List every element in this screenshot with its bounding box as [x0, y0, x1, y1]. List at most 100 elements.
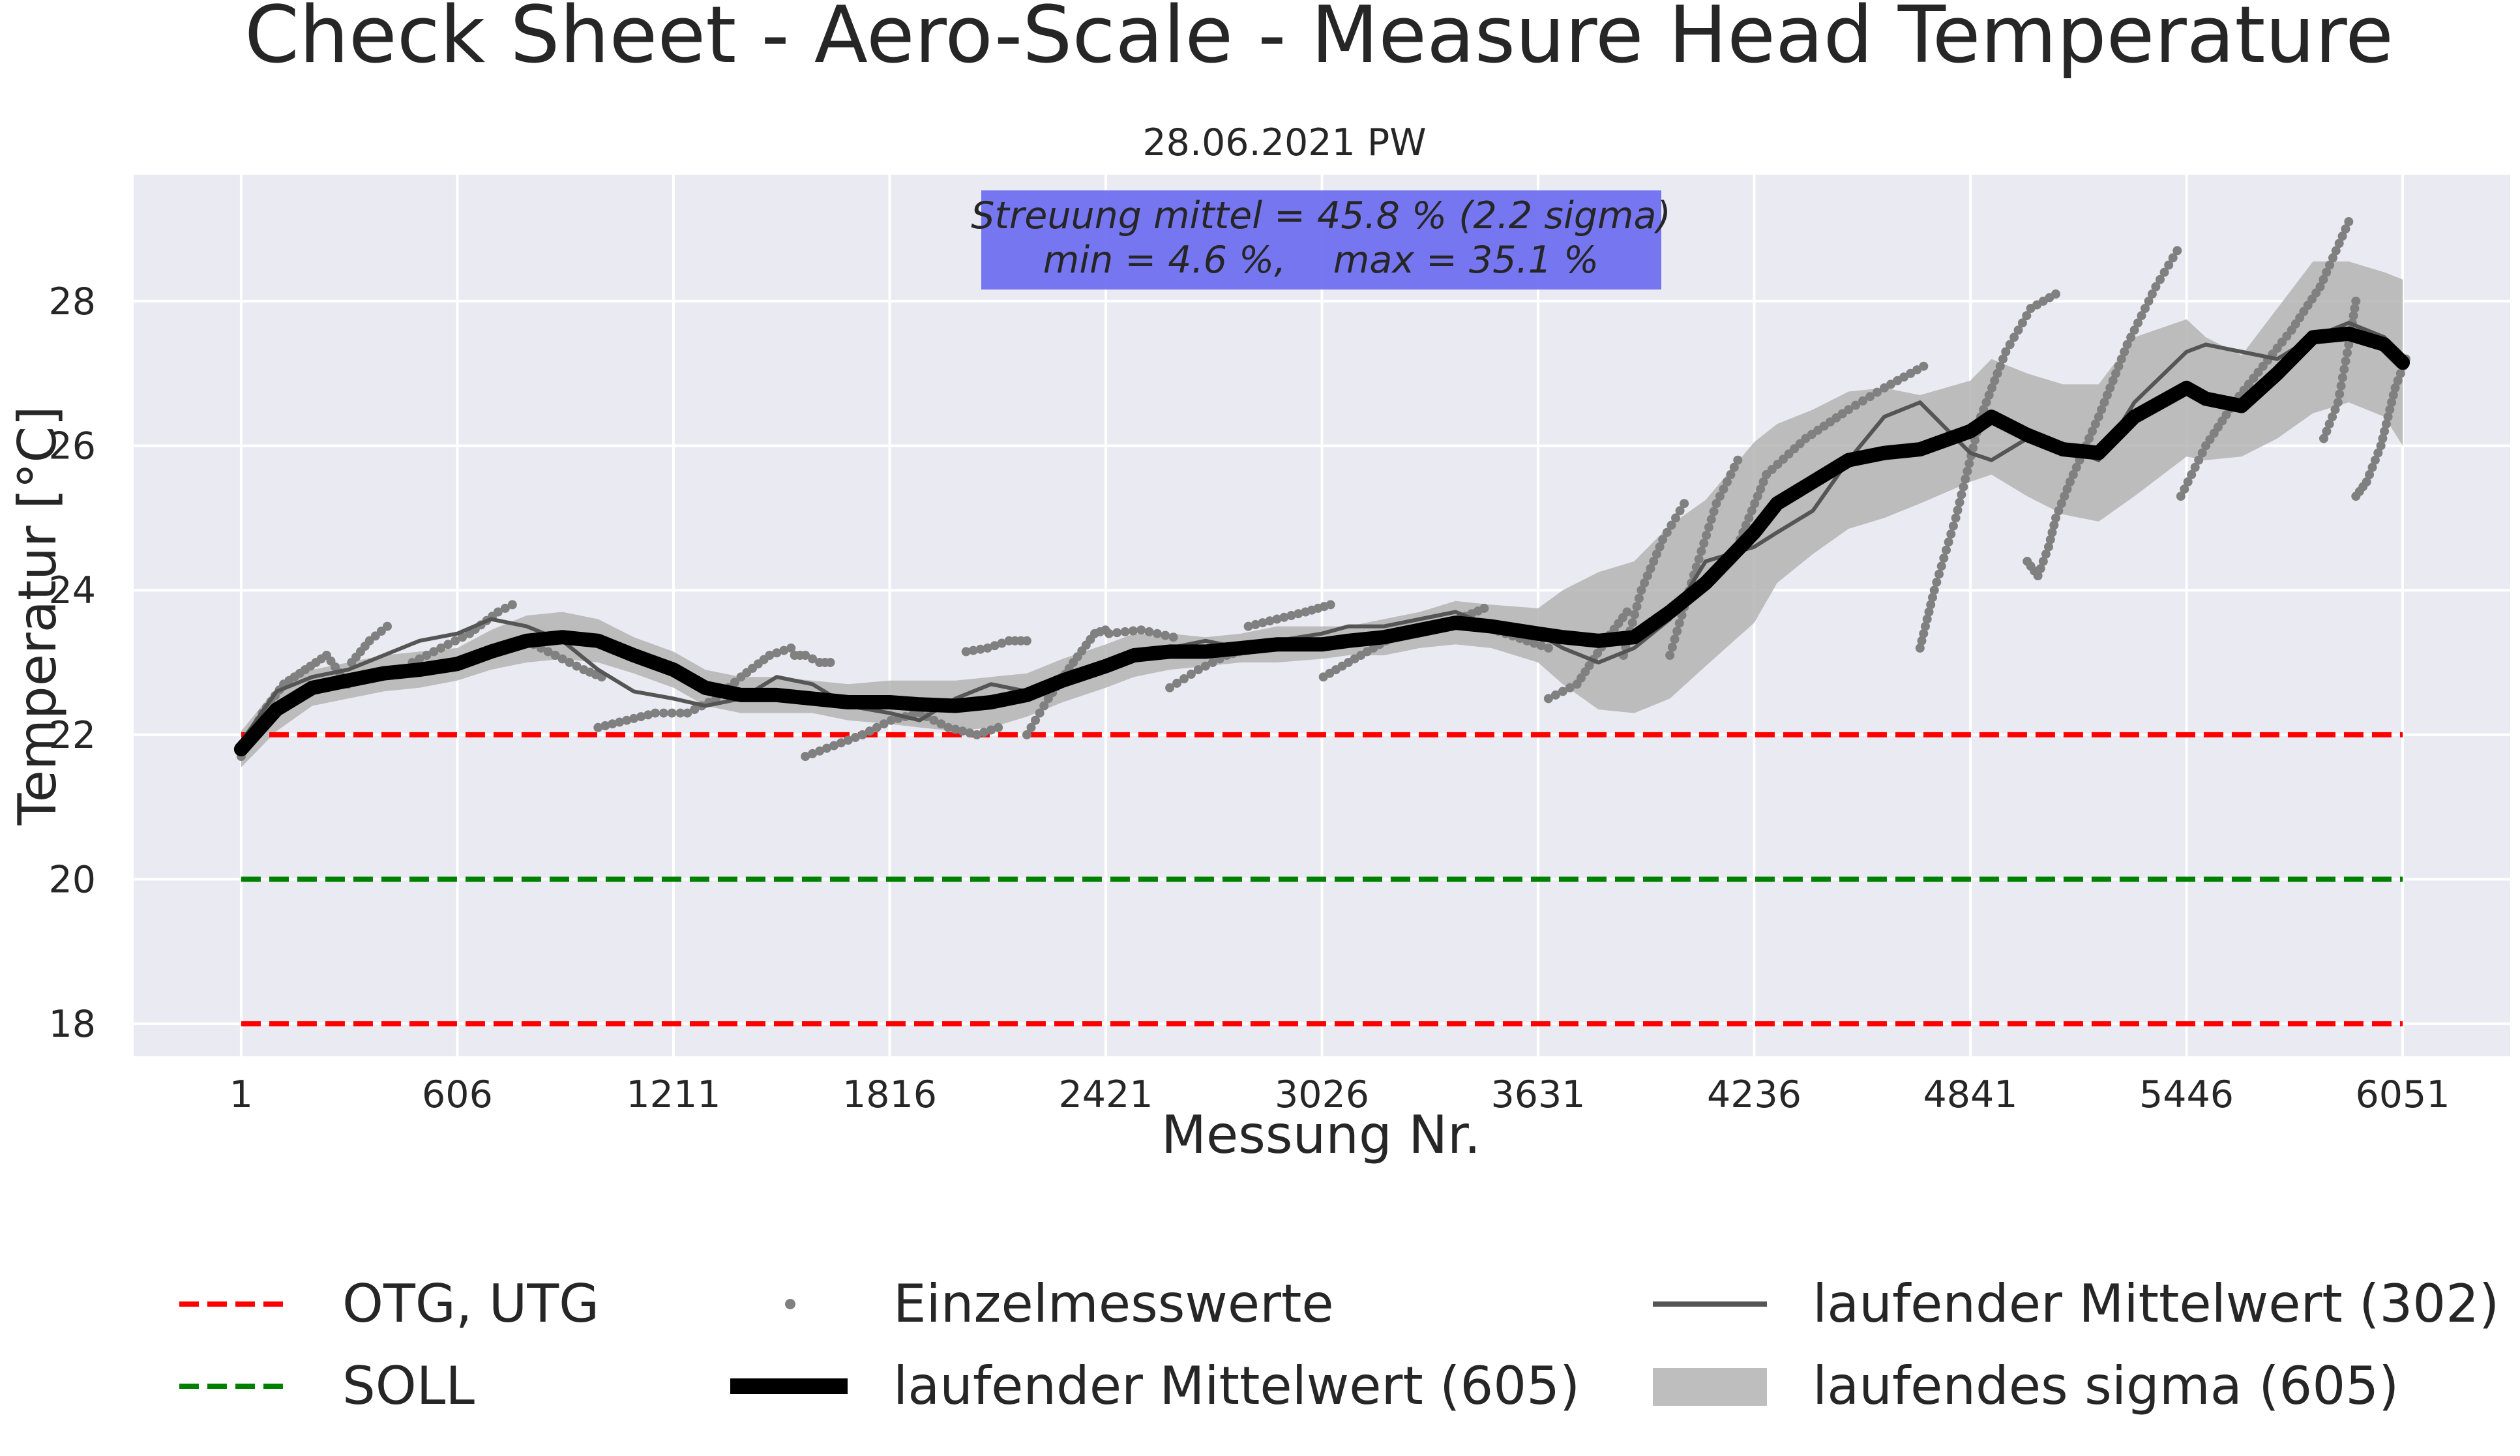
data-point — [1706, 514, 1716, 524]
data-point — [1942, 545, 1951, 555]
data-point — [2022, 311, 2032, 321]
limit-lines-layer — [241, 732, 2403, 1027]
data-point — [2111, 368, 2121, 378]
data-point — [958, 726, 968, 736]
data-point — [1915, 643, 1925, 653]
data-point — [1968, 443, 1978, 453]
data-point — [2322, 267, 2332, 277]
data-point — [2062, 484, 2072, 494]
data-point — [2343, 348, 2352, 358]
data-point — [1955, 498, 1964, 507]
data-point — [2141, 304, 2150, 313]
data-point — [872, 722, 882, 732]
data-point — [808, 749, 818, 758]
data-point — [2395, 368, 2405, 378]
data-point — [1026, 722, 1036, 732]
data-point — [383, 621, 392, 631]
data-point — [1543, 643, 1553, 653]
y-tick-label: 20 — [48, 858, 96, 901]
data-point — [2344, 340, 2354, 349]
data-point — [2330, 405, 2340, 415]
data-point — [1928, 593, 1937, 602]
data-point — [1243, 621, 1253, 631]
data-point — [765, 651, 775, 660]
data-point — [1186, 670, 1196, 679]
data-point — [2108, 376, 2118, 385]
data-point — [2378, 434, 2388, 443]
data-point — [1873, 387, 1882, 397]
data-point — [843, 735, 853, 745]
data-point — [2041, 549, 2051, 559]
data-point — [2328, 253, 2337, 263]
data-point — [1964, 458, 1974, 468]
data-point — [1979, 405, 1989, 415]
data-point — [1179, 674, 1189, 683]
data-point — [1667, 520, 1676, 530]
data-point — [1674, 618, 1684, 628]
data-point — [2038, 556, 2048, 566]
data-point — [1747, 506, 1757, 516]
data-point — [1039, 701, 1049, 711]
data-point — [1699, 539, 1709, 548]
data-point — [1152, 629, 1162, 638]
data-point — [1750, 499, 1760, 509]
data-point — [2183, 477, 2193, 486]
data-point — [2380, 426, 2390, 436]
annotation-line1: Streuung mittel = 45.8 % (2.2 sigma) — [971, 194, 1670, 237]
data-point — [2047, 527, 2057, 537]
data-point — [1326, 600, 1335, 610]
data-point — [1672, 627, 1682, 636]
data-point — [2009, 333, 2019, 342]
data-point — [2051, 513, 2060, 523]
data-point — [822, 743, 831, 753]
data-point — [1035, 708, 1045, 718]
data-point — [1646, 564, 1655, 573]
legend-symbol-sigma — [1653, 1368, 1767, 1406]
data-point — [1200, 661, 1210, 671]
data-point — [1022, 636, 1031, 646]
data-point — [2071, 462, 2081, 472]
data-point — [1963, 466, 1972, 476]
legend-label-soll: SOLL — [342, 1356, 475, 1416]
data-point — [1953, 505, 1963, 515]
data-point — [1543, 694, 1553, 704]
data-point — [943, 722, 953, 732]
data-point — [2094, 412, 2103, 422]
data-point — [1729, 462, 1739, 472]
data-point — [1932, 577, 1942, 587]
data-point — [2341, 356, 2350, 366]
data-point — [1957, 490, 1966, 499]
data-point — [2120, 347, 2129, 357]
data-point — [1667, 642, 1677, 652]
data-point — [2102, 391, 2112, 400]
data-point — [1741, 520, 1751, 530]
data-point — [1128, 626, 1138, 636]
x-tick-label: 4236 — [1707, 1073, 1801, 1116]
data-point — [443, 640, 453, 649]
data-point — [786, 643, 796, 653]
data-point — [1981, 398, 1991, 408]
legend-label-otg-utg: OTG, UTG — [342, 1273, 599, 1334]
data-point — [500, 603, 510, 613]
data-point — [2099, 398, 2109, 408]
data-point — [1993, 368, 2002, 378]
data-point — [2172, 246, 2182, 256]
data-point — [1680, 499, 1689, 509]
data-point — [2097, 405, 2107, 415]
data-point — [2090, 419, 2100, 429]
data-point — [986, 725, 996, 735]
data-point — [1715, 492, 1725, 501]
data-point — [1637, 586, 1646, 595]
data-point — [2370, 455, 2380, 465]
data-point — [608, 719, 617, 729]
data-point — [1921, 621, 1930, 631]
data-point — [1756, 484, 1766, 494]
ticks-layer: 1 606 1211 1816 2421 3026 3631 4236 4841 5446 6051… — [48, 280, 2450, 1116]
data-point — [1530, 638, 1539, 648]
data-point — [2005, 340, 2015, 349]
data-point — [2065, 477, 2075, 486]
annotation-box: Streuung mittel = 45.8 % (2.2 sigma) min… — [971, 190, 1671, 290]
data-point — [1120, 627, 1130, 636]
data-point — [1946, 529, 1956, 539]
data-point — [2315, 282, 2325, 291]
